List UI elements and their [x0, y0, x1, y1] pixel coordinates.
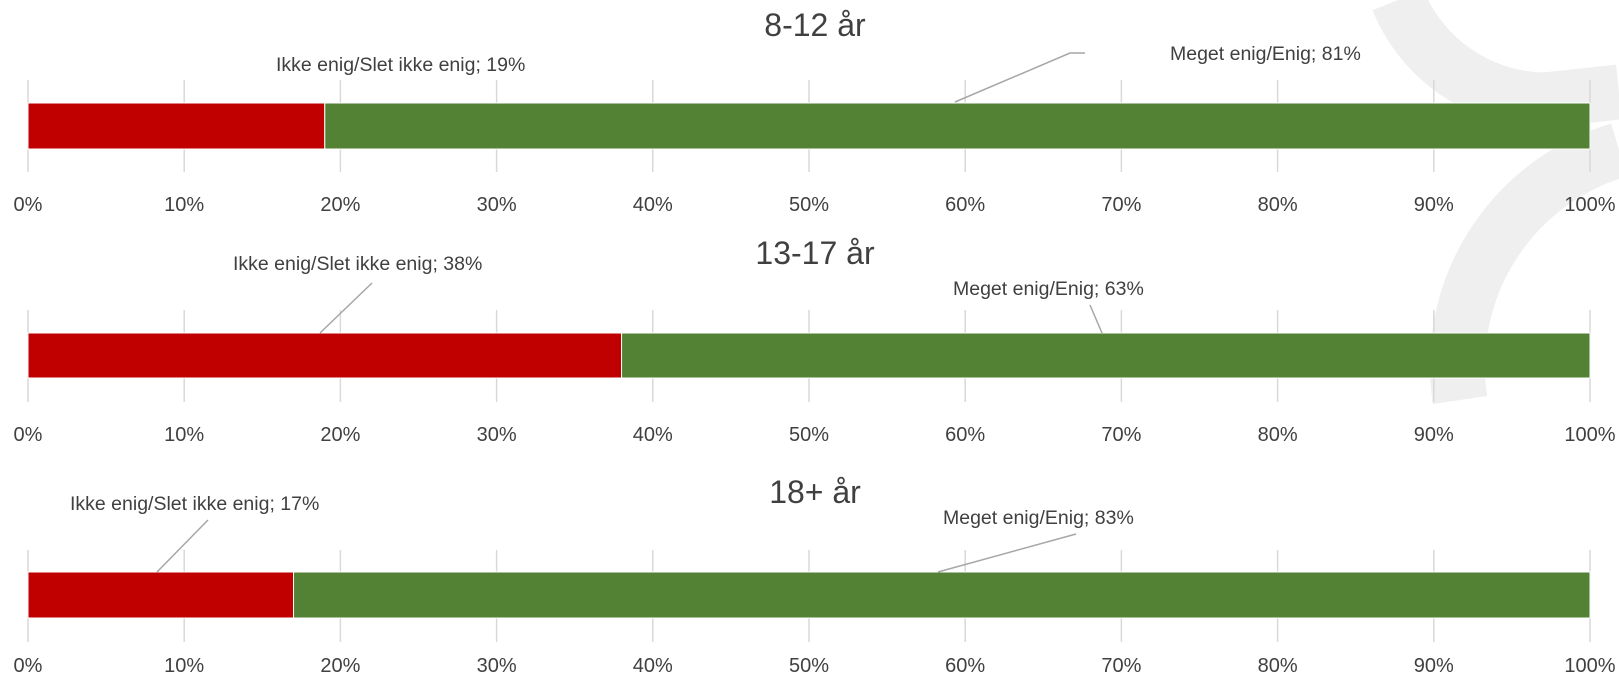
chart-panel-2: 13-17 år 0% 10% 20% 30% 40% 50% 60% 70% 80% 90% 100… [14, 235, 1616, 446]
leader-line [1089, 304, 1103, 334]
leader-line [156, 519, 209, 573]
bar-segment-agree [293, 571, 1591, 619]
x-tick-label: 100% [1564, 655, 1615, 677]
x-tick-label: 10% [164, 424, 204, 446]
x-tick-label: 70% [1101, 194, 1141, 216]
leader-line [954, 52, 1085, 103]
bar-segment-disagree [27, 332, 623, 379]
data-label-agree: Meget enig/Enig; 83% [943, 507, 1134, 529]
bar-segment-disagree [27, 571, 295, 619]
bar-segment-agree [324, 102, 1591, 150]
bar-segment-disagree [27, 102, 326, 150]
x-tick-label: 10% [164, 194, 204, 216]
x-tick-label: 20% [320, 424, 360, 446]
x-tick-label: 30% [477, 655, 517, 677]
x-tick-label: 0% [14, 655, 43, 677]
x-tick-label: 60% [945, 194, 985, 216]
data-label-agree: Meget enig/Enig; 81% [1170, 43, 1361, 65]
x-tick-label: 40% [633, 424, 673, 446]
x-tick-label: 40% [633, 655, 673, 677]
x-tick-label: 50% [789, 424, 829, 446]
x-tick-label: 90% [1414, 424, 1454, 446]
x-tick-label: 70% [1101, 424, 1141, 446]
x-tick-label: 50% [789, 194, 829, 216]
x-tick-label: 0% [14, 424, 43, 446]
x-tick-label: 80% [1258, 655, 1298, 677]
x-tick-label: 60% [945, 424, 985, 446]
chart-title: 13-17 år [755, 235, 875, 271]
x-tick-label: 100% [1564, 194, 1615, 216]
bar-segment-agree [621, 332, 1591, 379]
chart-panel-3: 18+ år 0% 10% 20% 30% 40% 50% 60% 70% 80% 90% 100% I… [14, 474, 1616, 677]
x-tick-label: 30% [477, 424, 517, 446]
leader-line [937, 533, 1077, 573]
x-tick-label: 80% [1258, 424, 1298, 446]
data-label-disagree: Ikke enig/Slet ikke enig; 38% [233, 253, 482, 275]
x-tick-label: 30% [477, 194, 517, 216]
data-label-disagree: Ikke enig/Slet ikke enig; 17% [70, 493, 319, 515]
chart-title: 18+ år [769, 474, 861, 510]
x-tick-label: 90% [1414, 655, 1454, 677]
x-tick-label: 90% [1414, 194, 1454, 216]
x-tick-label: 20% [320, 194, 360, 216]
x-tick-label: 50% [789, 655, 829, 677]
chart-panel-1: 8-12 år 0% 10% 20% 30% 40% 50% 60% 70% 80% 90% 100%… [14, 7, 1616, 216]
leader-line [319, 282, 373, 334]
x-tick-label: 60% [945, 655, 985, 677]
x-tick-label: 20% [320, 655, 360, 677]
x-tick-label: 70% [1101, 655, 1141, 677]
decoration-arc-top [1372, 0, 1619, 128]
x-tick-label: 40% [633, 194, 673, 216]
chart-title: 8-12 år [764, 7, 866, 43]
data-label-disagree: Ikke enig/Slet ikke enig; 19% [276, 54, 525, 76]
data-label-agree: Meget enig/Enig; 63% [953, 278, 1144, 300]
x-tick-label: 10% [164, 655, 204, 677]
x-tick-label: 100% [1564, 424, 1615, 446]
x-tick-label: 0% [14, 194, 43, 216]
x-tick-label: 80% [1258, 194, 1298, 216]
